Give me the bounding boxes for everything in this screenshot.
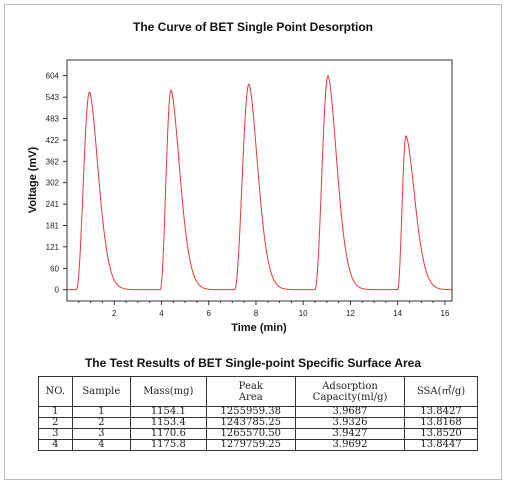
series-line-voltage: [67, 75, 452, 291]
cell-mass: 1170.6: [130, 428, 207, 440]
cell-adsorption-capacity: 3.9687: [295, 406, 406, 418]
cell-ssa: 13.8168: [404, 417, 478, 429]
y-tick-label: 302: [46, 179, 60, 188]
cell-ssa: 13.8447: [404, 439, 478, 451]
cell-no: 2: [38, 417, 73, 429]
x-tick-label: 14: [393, 309, 402, 318]
x-tick-label: 12: [346, 309, 355, 318]
desorption-chart: 0 60 121 181 241 302 362 422 483 543 604 2 4 6 8 10 12 1…: [27, 59, 453, 334]
y-tick-label: 422: [46, 136, 60, 145]
y-tick-label: 60: [50, 264, 59, 273]
table-row: 2 2 1153.4 1243785.25 3.9326 13.8168: [38, 417, 478, 429]
cell-adsorption-capacity: 3.9326: [295, 417, 406, 429]
chart-title: The Curve of BET Single Point Desorption: [132, 20, 373, 34]
y-tick-label: 121: [46, 243, 60, 252]
y-axis-label: Voltage (mV): [27, 146, 39, 213]
table-row: 4 4 1175.8 1279759.25 3.9692 13.8447: [38, 439, 478, 451]
y-tick-label: 543: [46, 93, 60, 102]
cell-mass: 1154.1: [130, 406, 207, 418]
cell-no: 4: [38, 439, 73, 451]
cell-peak-area: 1255959.38: [205, 406, 297, 418]
cell-adsorption-capacity: 3.9427: [295, 428, 406, 440]
cell-sample: 3: [71, 428, 132, 440]
x-tick-label: 2: [112, 309, 117, 318]
cell-mass: 1153.4: [130, 417, 207, 429]
x-tick-label: 10: [299, 309, 308, 318]
y-tick-label: 362: [46, 157, 60, 166]
cell-ssa: 13.8427: [404, 406, 478, 418]
x-tick-label: 6: [206, 309, 211, 318]
cell-sample: 2: [71, 417, 132, 429]
y-tick-label: 604: [46, 72, 60, 81]
y-tick-label: 241: [46, 200, 60, 209]
y-axis: 0 60 121 181 241 302 362 422 483 543 604: [46, 72, 67, 295]
table-row: 1 1 1154.1 1255959.38 3.9687 13.8427: [38, 406, 478, 418]
y-tick-label: 0: [55, 286, 60, 295]
cell-peak-area: 1243785.25: [205, 417, 297, 429]
cell-adsorption-capacity: 3.9692: [295, 439, 406, 451]
cell-mass: 1175.8: [130, 439, 207, 451]
x-tick-label: 16: [440, 309, 449, 318]
cell-no: 3: [38, 428, 73, 440]
cell-sample: 1: [71, 406, 132, 418]
header-ssa: SSA(㎡/g): [404, 376, 478, 407]
x-tick-label: 8: [254, 309, 259, 318]
cell-ssa: 13.8520: [404, 428, 478, 440]
y-tick-label: 483: [46, 114, 60, 123]
cell-peak-area: 1265570.50: [205, 428, 297, 440]
table-row: 3 3 1170.6 1265570.50 3.9427 13.8520: [38, 428, 478, 440]
cell-sample: 4: [71, 439, 132, 451]
y-tick-label: 181: [46, 222, 60, 231]
cell-no: 1: [38, 406, 73, 418]
results-table: NO. Sample Mass(mg) Peak Area Adsorption…: [38, 376, 478, 451]
table-title: The Test Results of BET Single-point Spe…: [84, 356, 422, 370]
table-header-row: NO. Sample Mass(mg) Peak Area Adsorption…: [38, 376, 478, 407]
x-tick-label: 4: [159, 309, 164, 318]
x-axis-label: Time (min): [231, 322, 287, 334]
plot-area: [66, 59, 453, 302]
header-mass: Mass(mg): [130, 376, 207, 407]
header-sample: Sample: [71, 376, 132, 407]
header-peak-area: Peak Area: [205, 376, 297, 407]
header-adsorption-capacity: Adsorption Capacity(ml/g): [295, 376, 406, 407]
x-axis: 2 4 6 8 10 12 14 16: [78, 301, 450, 318]
cell-peak-area: 1279759.25: [205, 439, 297, 451]
header-no: NO.: [38, 376, 73, 407]
